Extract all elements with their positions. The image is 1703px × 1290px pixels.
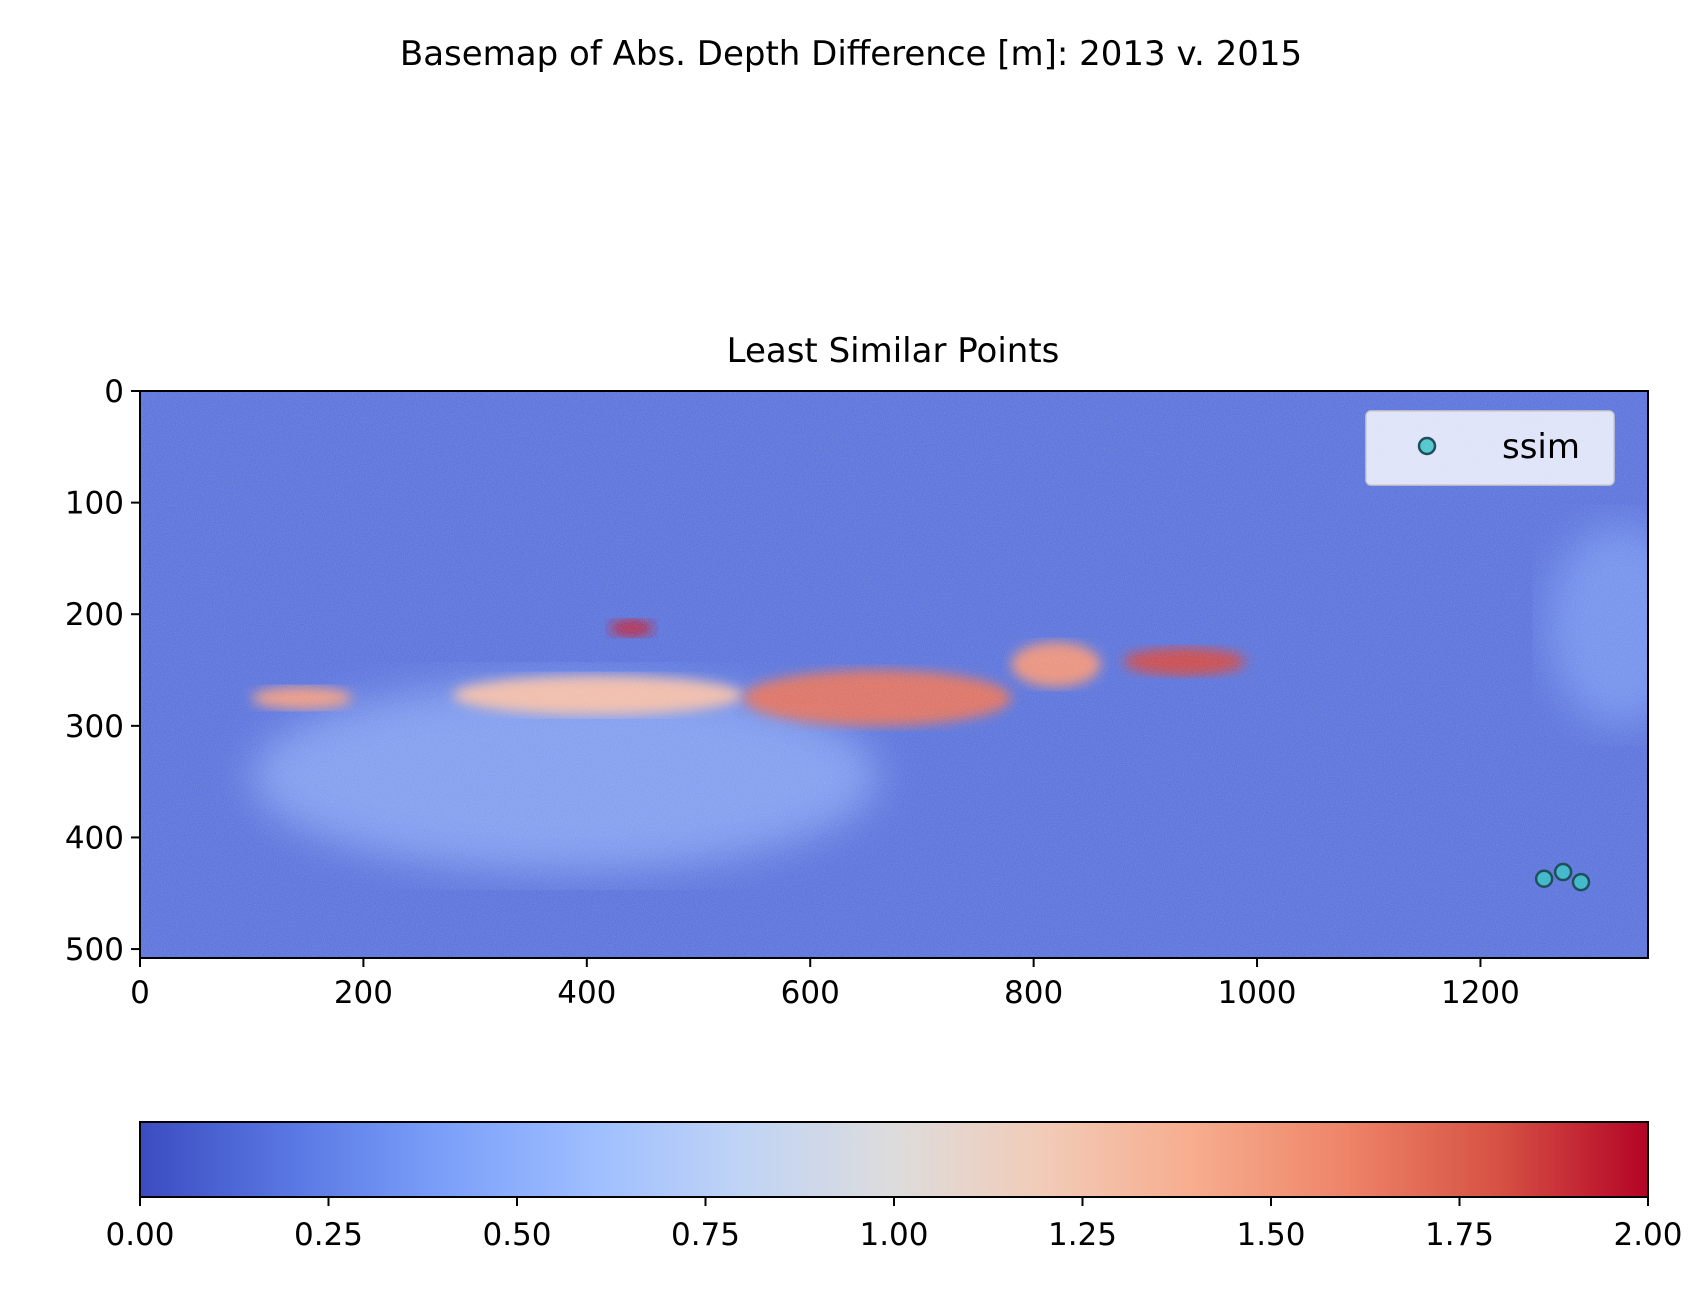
scatter-point-ssim [1553,862,1573,882]
x-tick-label: 0 [130,975,150,1011]
x-tick-label: 600 [781,975,840,1011]
legend-marker-ssim [1417,436,1437,456]
colorbar-tick-label: 0.00 [105,1217,174,1253]
scatter-layer [1534,862,1591,892]
colorbar-tick-label: 1.25 [1048,1217,1117,1253]
colorbar-tick-label: 1.00 [859,1217,928,1253]
x-tick-label: 1200 [1441,975,1520,1011]
y-tick-label: 400 [65,820,124,856]
colorbar-tick-label: 1.50 [1236,1217,1305,1253]
legend-label-ssim: ssim [1502,427,1580,467]
colorbar-tick-label: 1.75 [1425,1217,1494,1253]
x-tick-label: 1000 [1218,975,1297,1011]
x-tick-label: 400 [557,975,616,1011]
y-tick-label: 500 [65,932,124,968]
x-tick-label: 200 [334,975,393,1011]
scatter-point-ssim [1534,869,1554,889]
colorbar-ticks: 0.00 0.25 0.50 0.75 1.00 1.25 1.50 1.75 2.00 [105,1197,1683,1253]
figure-suptitle: Basemap of Abs. Depth Difference [m]: 20… [400,34,1302,74]
plot-frame [139,390,1649,959]
legend-box [1365,410,1615,486]
colorbar-tick-label: 0.50 [482,1217,551,1253]
y-axis: 0 100 200 300 400 500 [65,374,140,968]
x-tick-label: 800 [1004,975,1063,1011]
x-axis: 0 200 400 600 800 1000 1200 [130,958,1520,1011]
y-tick-label: 0 [104,374,124,410]
colorbar-tick-label: 0.25 [294,1217,363,1253]
legend: ssim [1365,410,1615,486]
colorbar [139,1121,1649,1198]
y-tick-label: 300 [65,709,124,745]
y-tick-label: 100 [65,486,124,522]
colorbar-tick-label: 0.75 [671,1217,740,1253]
y-tick-label: 200 [65,597,124,633]
scatter-point-ssim [1571,872,1591,892]
plot-title: Least Similar Points [727,331,1060,371]
colorbar-tick-label: 2.00 [1613,1217,1682,1253]
